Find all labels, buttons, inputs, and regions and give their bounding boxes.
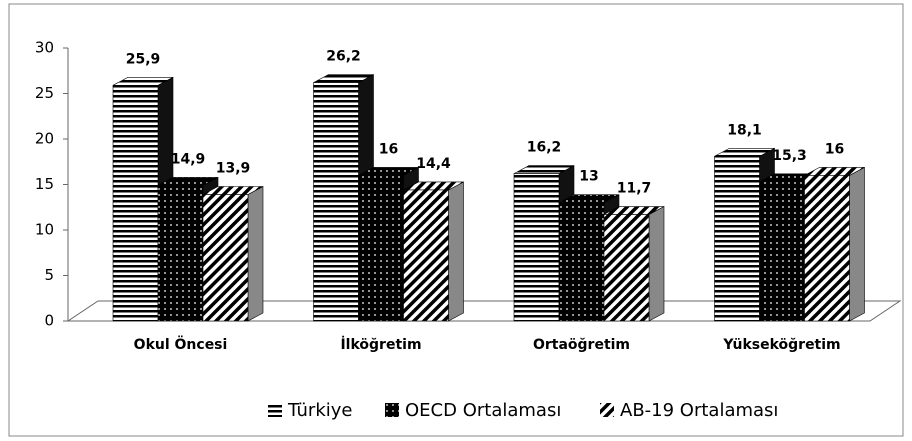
y-tick-label: 5 xyxy=(44,266,54,284)
bar-side xyxy=(448,181,464,322)
x-tick-label: Ortaöğretim xyxy=(533,337,630,353)
value-label: 16 xyxy=(825,141,844,157)
bar xyxy=(603,214,650,322)
bar-side xyxy=(648,206,665,322)
value-label: 14,9 xyxy=(171,151,206,167)
value-label: 13 xyxy=(579,169,598,185)
legend-swatch xyxy=(385,403,399,417)
bar xyxy=(313,82,359,322)
bar xyxy=(358,175,404,322)
legend-swatch xyxy=(268,403,282,417)
value-label: 25,9 xyxy=(126,51,161,67)
value-label: 14,4 xyxy=(416,156,451,172)
y-tick-label: 25 xyxy=(35,84,54,102)
legend-label: AB-19 Ortalaması xyxy=(620,400,778,421)
y-tick-label: 30 xyxy=(35,39,54,57)
x-tick-label: Okul Öncesi xyxy=(134,335,228,353)
x-tick-label: İlköğretim xyxy=(340,336,421,353)
bar xyxy=(759,181,805,322)
bar xyxy=(804,175,850,322)
x-tick-label: Yükseköğretim xyxy=(722,337,840,353)
value-label: 11,7 xyxy=(617,181,652,197)
legend-label: Türkiye xyxy=(287,400,353,421)
y-tick-label: 10 xyxy=(35,221,54,239)
legend-label: OECD Ortalaması xyxy=(405,400,561,421)
value-label: 13,9 xyxy=(216,161,251,177)
value-label: 16 xyxy=(379,141,398,157)
y-tick-label: 0 xyxy=(44,312,54,330)
bar xyxy=(558,202,605,322)
bar-side xyxy=(247,186,264,322)
bar xyxy=(112,85,159,322)
bar xyxy=(513,173,560,322)
value-label: 18,1 xyxy=(727,122,762,138)
y-tick-label: 15 xyxy=(35,175,54,193)
bar-side xyxy=(849,166,865,322)
bar xyxy=(202,194,249,322)
y-tick-label: 20 xyxy=(35,130,54,148)
legend-swatch xyxy=(600,403,614,417)
bar xyxy=(714,155,760,322)
bar xyxy=(403,189,449,322)
value-label: 26,2 xyxy=(326,49,361,65)
bar xyxy=(157,185,204,322)
value-label: 15,3 xyxy=(772,148,807,164)
value-label: 16,2 xyxy=(527,140,562,156)
